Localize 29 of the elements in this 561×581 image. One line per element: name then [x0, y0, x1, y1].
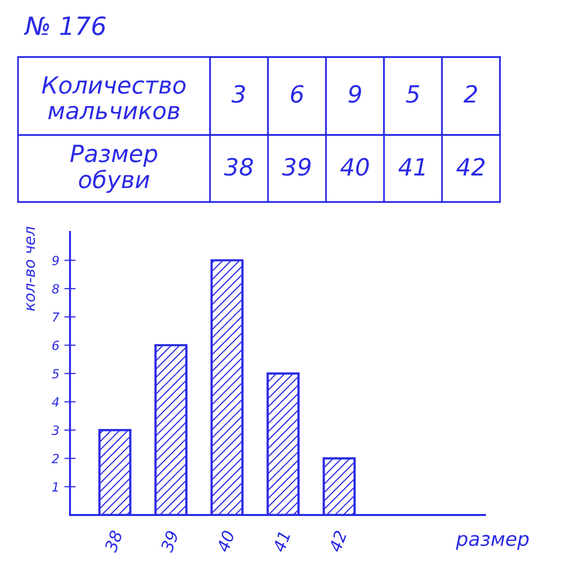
y-tick-label: 4 [52, 397, 59, 407]
y-tick-label: 9 [52, 256, 59, 266]
x-tick-label: 40 [340, 158, 369, 176]
x-axis-title: Размер обуви [70, 144, 158, 193]
y-tick-label: 6 [52, 340, 60, 350]
x-tick-label: 41 [272, 531, 290, 553]
y-tick-label: 5 [52, 369, 59, 378]
y-tick-label: Количество мальчиков [42, 76, 186, 120]
y-tick-label: 3 [52, 426, 59, 436]
x-tick-label: 42 [456, 158, 485, 176]
data-label: 6 [290, 84, 304, 103]
x-tick-label: 39 [160, 530, 179, 554]
chart-title: № 176 [24, 16, 106, 36]
y-tick-label: 1 [52, 482, 58, 492]
x-tick-label: 41 [398, 158, 424, 176]
x-axis-title: размер [456, 534, 529, 550]
y-tick-label: 7 [52, 312, 60, 322]
x-tick-label: 38 [104, 530, 123, 554]
y-tick-label: 8 [52, 284, 60, 294]
x-tick-label: 38 [224, 158, 253, 176]
x-tick-label: 39 [282, 158, 311, 176]
x-tick-label: 42 [328, 530, 347, 553]
data-label: 3 [232, 84, 245, 103]
data-label: 9 [348, 84, 362, 103]
data-label: 2 [464, 84, 478, 103]
x-tick-label: 40 [216, 530, 235, 553]
y-tick-label: 2 [52, 454, 59, 464]
data-label: 5 [406, 85, 420, 103]
y-axis-title: кол-во чел [26, 226, 36, 311]
